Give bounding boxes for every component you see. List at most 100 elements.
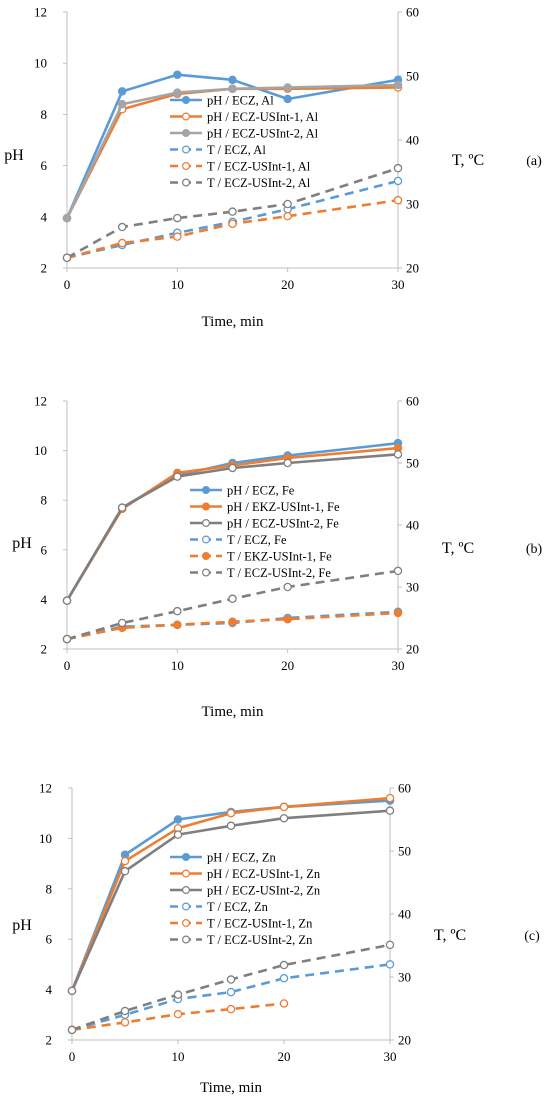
legend-label: pH / ECZ, Zn: [207, 850, 276, 864]
data-point: [120, 856, 130, 866]
data-point: [228, 617, 237, 626]
data-point: [283, 211, 292, 221]
legend-label: T / ECZ-USInt-1, Zn: [207, 916, 313, 930]
series-3: [62, 450, 403, 605]
legend-swatch-marker: [182, 129, 191, 138]
legend-label: T / ECZ, Zn: [207, 900, 269, 914]
data-point: [62, 253, 72, 263]
y-tick-label: 10: [34, 56, 47, 71]
x-tick-label: 10: [171, 658, 184, 673]
legend-swatch-marker: [202, 518, 211, 527]
y2-tick-label: 60: [398, 781, 411, 796]
data-point: [279, 974, 289, 983]
data-point: [226, 987, 236, 997]
y-tick-label: 2: [41, 642, 48, 657]
data-point: [173, 990, 183, 999]
legend-swatch-marker: [202, 486, 211, 495]
legend-swatch-marker: [202, 551, 211, 560]
y2-tick-label: 50: [398, 844, 411, 859]
data-point: [385, 960, 395, 969]
legend-swatch-marker: [182, 918, 191, 927]
series-line: [65, 83, 399, 219]
y2-tick-label: 30: [406, 197, 419, 212]
legend-swatch-marker: [182, 112, 191, 121]
y-tick-label: 10: [39, 831, 52, 846]
data-point: [173, 70, 182, 79]
series-line: [66, 166, 399, 259]
panel-label: (a): [526, 154, 542, 169]
x-tick-label: 10: [171, 277, 184, 292]
data-point: [173, 1009, 183, 1019]
series-line: [66, 198, 399, 260]
data-point: [120, 1006, 130, 1016]
data-point: [385, 806, 395, 815]
y2-tick-label: 30: [398, 970, 411, 985]
x-tick-label: 30: [384, 1049, 397, 1064]
x-axis-title: Time, min: [202, 704, 264, 720]
series-line: [66, 179, 399, 260]
data-point: [283, 199, 292, 209]
legend-label: pH / EKZ-USInt-1, Fe: [227, 500, 340, 514]
legend-label: pH / ECZ-USInt-1, Zn: [207, 867, 321, 881]
legend: pH / ECZ, Zn pH / ECZ-USInt-1, Zn pH / ECZ…: [170, 850, 321, 947]
data-point: [393, 608, 403, 618]
legend-swatch-marker: [182, 902, 191, 911]
legend-swatch-marker: [182, 162, 191, 171]
y-tick-label: 2: [46, 1033, 53, 1048]
y-tick-label: 8: [41, 493, 48, 508]
data-point: [173, 620, 182, 630]
legend-label: T / ECZ, Fe: [227, 533, 287, 547]
y-axis-title: pH: [4, 147, 24, 164]
series-line: [65, 453, 399, 602]
data-point: [283, 582, 292, 592]
y2-tick-label: 40: [406, 133, 419, 148]
data-point: [228, 84, 237, 94]
data-point: [393, 195, 403, 205]
legend-label: T / ECZ-USInt-2, Al: [207, 176, 311, 190]
data-point: [226, 1004, 236, 1014]
y2-tick-label: 60: [406, 394, 419, 409]
y-tick-label: 12: [39, 781, 52, 796]
legend-label: T / ECZ-USInt-1, Al: [207, 159, 311, 173]
y-tick-label: 8: [46, 881, 53, 896]
series-line: [65, 73, 399, 219]
y2-tick-label: 20: [406, 642, 419, 657]
data-point: [228, 463, 237, 473]
legend-swatch-marker: [202, 502, 211, 511]
series-5: [62, 195, 403, 263]
y-axis-title: pH: [12, 917, 32, 934]
legend-label: T / ECZ-USInt-2, Fe: [227, 566, 331, 580]
x-tick-label: 30: [392, 658, 405, 673]
data-point: [173, 213, 182, 223]
panel-label: (b): [526, 542, 543, 557]
legend-swatch-marker: [202, 535, 211, 544]
data-point: [279, 813, 289, 823]
y2-tick-label: 20: [398, 1033, 411, 1048]
y-tick-label: 12: [34, 394, 47, 409]
legend-label: T / ECZ, Al: [207, 143, 266, 157]
y-tick-label: 4: [41, 209, 48, 224]
x-tick-label: 0: [64, 658, 71, 673]
data-point: [228, 75, 237, 85]
data-point: [279, 960, 289, 970]
legend-swatch-marker: [182, 95, 191, 104]
data-point: [226, 975, 236, 984]
y2-tick-label: 50: [406, 69, 419, 84]
y2-tick-label: 30: [406, 580, 419, 595]
data-point: [283, 458, 292, 468]
series-3: [62, 80, 403, 223]
y-tick-label: 6: [41, 542, 48, 557]
data-point: [173, 606, 182, 616]
series-5: [67, 999, 289, 1035]
x-axis-title: Time, min: [202, 314, 264, 330]
data-point: [62, 634, 72, 644]
data-point: [228, 207, 237, 216]
series-6: [62, 566, 403, 644]
data-point: [117, 99, 127, 109]
x-tick-label: 0: [69, 1049, 76, 1064]
legend-swatch-marker: [182, 178, 191, 187]
y2-axis-title: T, ºC: [442, 540, 474, 557]
x-tick-label: 10: [172, 1049, 185, 1064]
